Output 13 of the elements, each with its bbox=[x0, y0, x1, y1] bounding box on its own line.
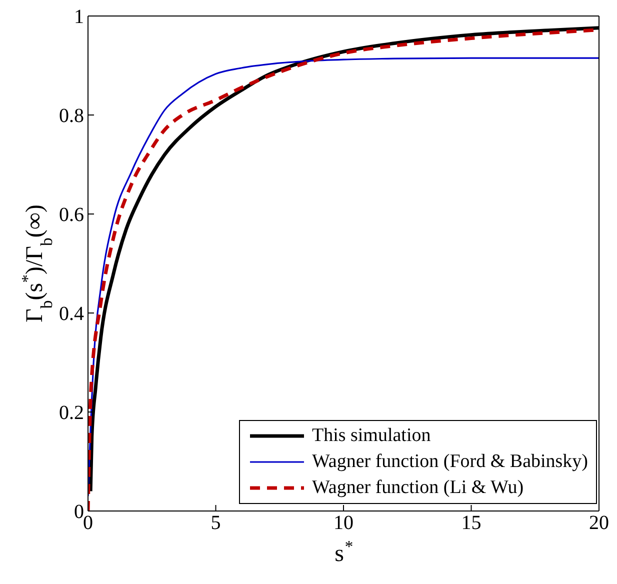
y-tick-label: 0.2 bbox=[59, 402, 84, 424]
x-tick-label: 15 bbox=[461, 512, 482, 534]
legend-label: Wagner function (Ford & Babinsky) bbox=[312, 451, 588, 473]
x-tick-label: 20 bbox=[589, 512, 609, 534]
legend-label: Wagner function (Li & Wu) bbox=[312, 477, 524, 499]
x-axis-title: s$^{*}$ bbox=[334, 536, 353, 567]
x-tick-label: 10 bbox=[334, 512, 354, 534]
y-tick-label: 0.6 bbox=[59, 204, 84, 226]
y-tick-label: 0.4 bbox=[59, 303, 84, 326]
y-tick-label: 1 bbox=[74, 6, 84, 28]
legend-label: This simulation bbox=[312, 425, 431, 447]
y-tick-label: 0.8 bbox=[59, 105, 84, 128]
x-tick-label: 5 bbox=[210, 512, 221, 534]
